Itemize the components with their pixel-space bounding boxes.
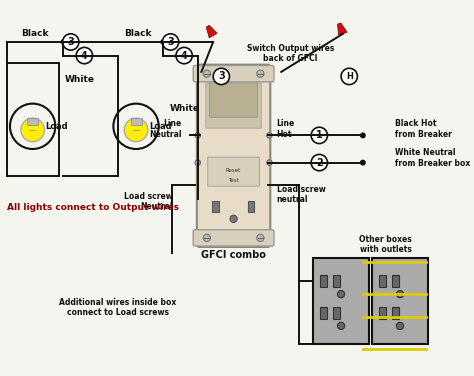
Bar (372, 258, 428, 344)
FancyBboxPatch shape (193, 65, 274, 82)
Circle shape (311, 155, 328, 171)
Text: Switch Output wires
back of GFCI: Switch Output wires back of GFCI (246, 44, 334, 64)
Text: GFCI combo: GFCI combo (201, 250, 266, 260)
Circle shape (21, 118, 45, 142)
Circle shape (257, 234, 264, 241)
Text: Line
Neutral: Line Neutral (149, 119, 182, 139)
Circle shape (76, 47, 92, 64)
Circle shape (161, 40, 165, 44)
Circle shape (163, 34, 179, 50)
Text: 3: 3 (167, 37, 174, 47)
Polygon shape (337, 23, 347, 35)
Bar (379, 275, 386, 287)
Text: Test: Test (228, 178, 239, 183)
Text: Reset: Reset (226, 168, 241, 173)
FancyBboxPatch shape (197, 65, 270, 247)
Circle shape (195, 160, 201, 165)
Bar (247, 201, 254, 212)
Circle shape (337, 322, 345, 329)
Bar (333, 275, 340, 287)
Text: H: H (346, 72, 353, 81)
Bar (379, 307, 386, 318)
Text: Black: Black (124, 29, 152, 38)
Text: 4: 4 (81, 50, 88, 61)
Bar (333, 307, 340, 318)
Text: White: White (170, 104, 200, 113)
Circle shape (361, 133, 365, 138)
Circle shape (213, 68, 229, 85)
Text: Load screw
neutral: Load screw neutral (277, 185, 326, 204)
FancyBboxPatch shape (208, 157, 259, 186)
Text: 1: 1 (316, 130, 323, 140)
Circle shape (195, 133, 201, 138)
Text: 2: 2 (316, 158, 323, 168)
FancyBboxPatch shape (210, 83, 257, 117)
Text: 3: 3 (218, 71, 225, 82)
Text: White Neutral
from Breaker box: White Neutral from Breaker box (394, 149, 470, 168)
Circle shape (337, 291, 345, 298)
Bar (320, 275, 328, 287)
Circle shape (267, 133, 272, 138)
Circle shape (10, 104, 55, 149)
Text: Black Hot
from Breaker: Black Hot from Breaker (394, 119, 451, 139)
Circle shape (203, 234, 210, 241)
Text: All lights connect to Output wires: All lights connect to Output wires (7, 203, 179, 212)
Text: White: White (65, 75, 95, 83)
Text: Additional wires inside box
connect to Load screws: Additional wires inside box connect to L… (59, 298, 176, 317)
Circle shape (311, 127, 328, 144)
Polygon shape (206, 25, 217, 38)
Circle shape (267, 160, 272, 165)
Text: Load: Load (149, 122, 172, 131)
Bar (320, 307, 328, 318)
Circle shape (361, 160, 365, 165)
Text: Load: Load (46, 122, 68, 131)
Text: Black: Black (21, 29, 48, 38)
FancyBboxPatch shape (193, 230, 274, 246)
Circle shape (63, 34, 79, 50)
Circle shape (257, 70, 264, 77)
Circle shape (176, 47, 192, 64)
Circle shape (124, 118, 148, 142)
Text: Other boxes
with outlets: Other boxes with outlets (359, 235, 412, 254)
Circle shape (61, 40, 66, 44)
Text: Line
Hot: Line Hot (277, 119, 295, 139)
Text: Load screw
Neutral: Load screw Neutral (124, 192, 173, 211)
Circle shape (113, 104, 159, 149)
Bar (131, 118, 142, 124)
Text: 4: 4 (181, 50, 188, 61)
Circle shape (396, 322, 404, 329)
Circle shape (341, 68, 357, 85)
Bar (27, 118, 38, 124)
Bar (392, 307, 399, 318)
Circle shape (230, 215, 237, 223)
Text: 3: 3 (67, 37, 74, 47)
Circle shape (396, 291, 404, 298)
FancyBboxPatch shape (206, 83, 261, 128)
Bar (313, 258, 369, 344)
Circle shape (203, 70, 210, 77)
Bar (392, 275, 399, 287)
Bar (212, 201, 219, 212)
